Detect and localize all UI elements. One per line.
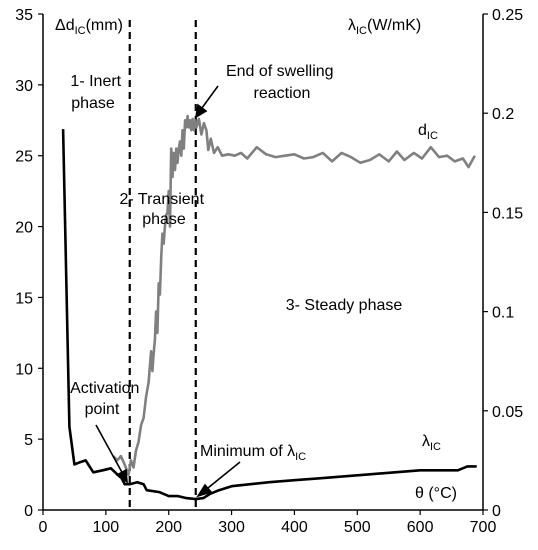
- y-left-tick-label: 35: [15, 7, 33, 24]
- inert-phase-label: 1- Inert phase: [70, 73, 125, 112]
- x-tick-label: 700: [470, 519, 497, 536]
- y-right-ticks: 0 0.05 0.1 0.15 0.2 0.25: [483, 7, 523, 520]
- transient-phase-label: 2- Transient phase: [120, 191, 209, 228]
- y-left-tick-label: 5: [24, 432, 33, 449]
- y-left-tick-label: 10: [15, 361, 33, 378]
- y-left-tick-label: 15: [15, 290, 33, 307]
- y-right-tick-label: 0.1: [492, 305, 514, 322]
- x-tick-label: 300: [218, 519, 245, 536]
- series-layer: [61, 114, 477, 501]
- lambda-ic-series-label: λIC: [422, 433, 441, 453]
- y-left-ticks: 0 5 10 15 20 25 30 35: [15, 7, 43, 520]
- y-right-tick-label: 0.15: [492, 205, 523, 222]
- x-tick-label: 0: [39, 519, 48, 536]
- end-swelling-arrow: [194, 85, 219, 119]
- y-left-axis-label: ΔdIC(mm): [55, 17, 123, 37]
- x-ticks: 0 100 200 300 400 500 600 700: [39, 510, 497, 536]
- x-tick-label: 500: [344, 519, 371, 536]
- lambda-ic-series-line: [61, 129, 477, 501]
- y-left-tick-label: 0: [24, 503, 33, 520]
- x-tick-label: 200: [155, 519, 182, 536]
- y-left-tick-label: 30: [15, 78, 33, 95]
- activation-point-label: Activation point: [70, 380, 144, 418]
- y-left-tick-label: 25: [15, 149, 33, 166]
- d-ic-series-line: [112, 114, 476, 476]
- steady-phase-label: 3- Steady phase: [286, 297, 403, 314]
- phase-dividers: [128, 20, 197, 510]
- activation-point-arrow: [95, 424, 128, 484]
- theta-label: θ (°C): [415, 485, 457, 502]
- x-tick-label: 100: [93, 519, 120, 536]
- minimum-lambda-arrow: [196, 461, 241, 498]
- x-tick-label: 600: [407, 519, 434, 536]
- y-right-tick-label: 0: [492, 503, 501, 520]
- y-right-tick-label: 0.2: [492, 106, 514, 123]
- y-right-tick-label: 0.25: [492, 7, 523, 24]
- y-right-axis-label: λIC(W/mK): [348, 17, 421, 37]
- end-swelling-label: End of swelling reaction: [226, 63, 338, 102]
- minimum-lambda-label: Minimum of λIC: [200, 443, 306, 463]
- x-tick-label: 400: [281, 519, 308, 536]
- y-left-tick-label: 20: [15, 220, 33, 237]
- y-right-tick-label: 0.05: [492, 404, 523, 421]
- d-ic-series-label: dIC: [418, 122, 438, 142]
